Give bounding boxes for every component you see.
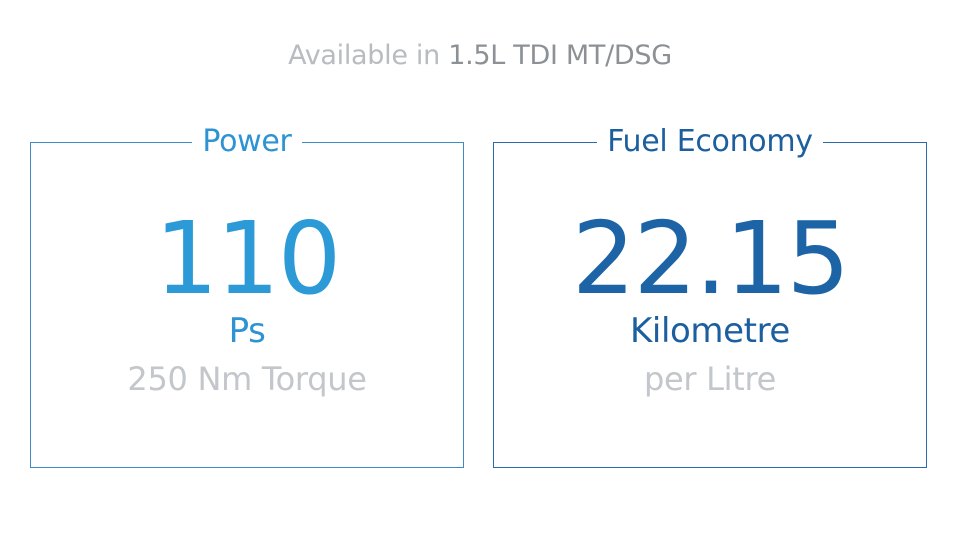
fuel-economy-card: Fuel Economy 22.15 Kilometre per Litre [493, 122, 927, 468]
power-value: 110 [154, 200, 342, 317]
torque-text: 250 Nm Torque [127, 360, 367, 398]
availability-prefix: Available in [288, 40, 449, 71]
power-unit: Ps [228, 311, 266, 351]
fuel-unit-sub: per Litre [643, 360, 777, 398]
power-card-title: Power [31, 122, 463, 162]
power-title-label: Power [192, 122, 302, 162]
fuel-unit: Kilometre [630, 311, 790, 351]
fuel-value: 22.15 [571, 200, 850, 317]
power-card: Power 110 Ps 250 Nm Torque [30, 122, 464, 468]
fuel-title-label: Fuel Economy [597, 122, 823, 162]
fuel-card-title: Fuel Economy [494, 122, 926, 162]
engine-variant: 1.5L TDI MT/DSG [448, 40, 672, 71]
availability-headline: Available in 1.5L TDI MT/DSG [0, 38, 960, 74]
